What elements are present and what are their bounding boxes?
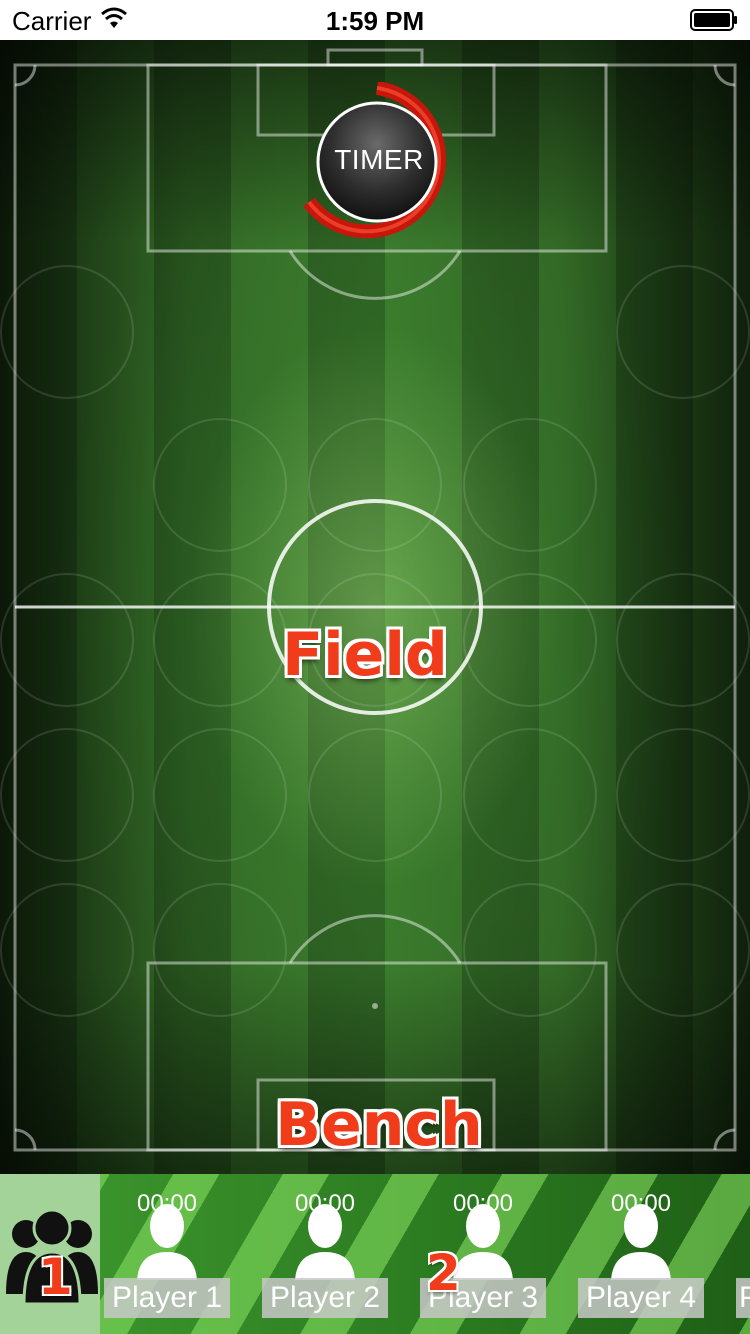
player-name: Player 1 [104, 1278, 230, 1318]
bench-player-card-partial[interactable]: P [736, 1278, 750, 1318]
player-avatar-icon [611, 1204, 671, 1280]
status-time: 1:59 PM [0, 6, 750, 37]
player-avatar-icon [137, 1204, 197, 1280]
bench-bar[interactable]: 1 00:00 Player 1 00:00 Player 2 00:00 Pl… [0, 1174, 750, 1334]
marker-2: 2 [426, 1244, 461, 1302]
partial-player-initial: P [739, 1278, 750, 1318]
player-avatar-icon [453, 1204, 513, 1280]
player-name: Player 2 [262, 1278, 388, 1318]
marker-1: 1 [38, 1248, 73, 1306]
field-label: Field [0, 620, 730, 690]
battery-icon [690, 9, 738, 31]
bench-player-card[interactable]: 00:00 Player 4 [574, 1174, 708, 1334]
timer-label: TIMER [325, 144, 433, 176]
status-bar: Carrier 1:59 PM [0, 0, 750, 40]
field-area[interactable]: TIMER Field Bench [0, 40, 750, 1174]
timer-button[interactable]: TIMER [303, 82, 459, 246]
player-name: Player 4 [578, 1278, 704, 1318]
player-avatar-icon [295, 1204, 355, 1280]
bench-player-card[interactable]: 00:00 Player 1 [100, 1174, 234, 1334]
bench-label: Bench [0, 1090, 750, 1160]
bench-player-card[interactable]: 00:00 Player 2 [258, 1174, 392, 1334]
